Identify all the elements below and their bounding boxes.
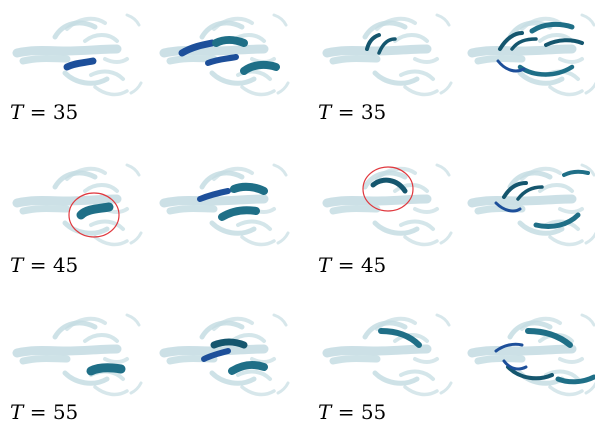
- vortex-render: [467, 13, 595, 97]
- vortex-render: [12, 13, 143, 97]
- panel-r3-c3: [315, 305, 455, 405]
- vortex-render: [159, 313, 290, 397]
- panel-r3-c4: [460, 305, 595, 405]
- time-label-r3-right: T = 55: [318, 400, 387, 424]
- time-label-r1-right: T = 35: [318, 100, 387, 124]
- vortex-render: [322, 13, 453, 97]
- vortex-render: [159, 163, 290, 247]
- time-label-r1-left: T = 35: [10, 100, 79, 124]
- panel-r2-c3: [315, 155, 455, 255]
- time-label-r2-left: T = 45: [10, 253, 79, 277]
- vortex-render: [12, 163, 143, 247]
- panel-r3-c2: [152, 305, 292, 405]
- vortex-render: [322, 313, 453, 397]
- vortex-render: [322, 163, 453, 247]
- panel-r3-c1: [5, 305, 145, 405]
- vortex-render: [12, 313, 143, 397]
- vortex-render: [467, 313, 595, 397]
- panel-r2-c4: [460, 155, 595, 255]
- panel-r2-c2: [152, 155, 292, 255]
- time-label-r2-right: T = 45: [318, 253, 387, 277]
- panel-r1-c3: [315, 5, 455, 105]
- panel-r2-c1: [5, 155, 145, 255]
- vortex-render: [159, 13, 290, 97]
- panel-r1-c4: [460, 5, 595, 105]
- panel-r1-c2: [152, 5, 292, 105]
- panel-r1-c1: [5, 5, 145, 105]
- vortex-render: [467, 163, 595, 247]
- time-label-r3-left: T = 55: [10, 400, 79, 424]
